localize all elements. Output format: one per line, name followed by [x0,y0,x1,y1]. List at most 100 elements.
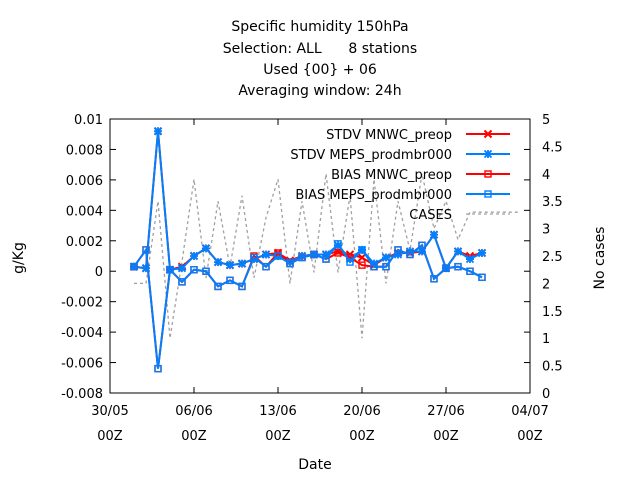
data-point-bias-meps-prodmbr000 [382,262,390,271]
data-point-stdv-meps-prodmbr000 [393,250,403,259]
y-tick-label: -0.004 [61,326,103,341]
title-line-3: Used {00} + 06 [263,62,377,78]
x-tick-label-day: 04/07 [511,404,548,419]
data-point-bias-meps-prodmbr000 [406,250,414,259]
legend-swatch-marker [484,190,492,198]
data-point-bias-meps-prodmbr000 [358,246,366,254]
legend-swatch-marker [483,149,493,159]
series-line-bias-meps-prodmbr000 [133,242,483,369]
plot-frame [109,118,531,394]
data-point-stdv-meps-prodmbr000 [381,253,391,262]
x-tick-label-hour: 00Z [517,429,543,444]
data-point-stdv-meps-prodmbr000 [189,251,199,261]
data-point-bias-meps-prodmbr000 [334,240,342,248]
y-tick-label: -0.006 [61,357,103,372]
data-point-bias-meps-prodmbr000 [346,258,354,266]
data-point-stdv-meps-prodmbr000 [153,127,163,136]
series-line-cases [134,173,518,339]
y-tick-label: -0.008 [61,387,103,402]
y-tick-label: -0.002 [61,296,103,311]
data-point-stdv-meps-prodmbr000 [429,230,439,239]
data-point-bias-meps-prodmbr000 [262,262,270,271]
data-point-bias-meps-prodmbr000 [214,282,222,291]
y2-tick-label: 5 [542,113,550,128]
data-point-bias-meps-prodmbr000 [478,273,486,282]
legend-label: STDV MEPS_prodmbr000 [290,148,452,163]
data-point-stdv-meps-prodmbr000 [201,244,211,253]
data-point-bias-meps-prodmbr000 [154,364,162,373]
y2-tick-label: 0.5 [542,360,563,375]
legend-label: CASES [409,208,452,223]
data-point-stdv-meps-prodmbr000 [453,247,463,256]
legend: STDV MNWC_preop STDV MEPS_prodmbr000 BIAS … [290,128,510,223]
x-tick-label-hour: 00Z [349,429,375,444]
data-point-bias-meps-prodmbr000 [130,262,138,271]
data-point-bias-meps-prodmbr000 [142,246,150,254]
data-point-bias-meps-prodmbr000 [166,266,174,274]
legend-label: BIAS MEPS_prodmbr000 [295,188,452,203]
data-point-bias-mnwc-preop [358,261,366,269]
y-tick-label: 0.01 [74,113,103,128]
axes-layer: -0.008 -0.006 -0.004 -0.002 0 0.002 0.004 0.006… [61,113,563,444]
x-tick-label-hour: 00Z [97,429,123,444]
y-tick-label: 0.004 [66,204,103,219]
y2-tick-label: 2.5 [542,250,563,265]
x-tick-label-hour: 00Z [433,429,459,444]
x-tick-label-day: 30/05 [91,404,128,419]
y2-tick-label: 3 [542,223,550,238]
data-point-bias-meps-prodmbr000 [202,267,210,275]
y2-tick-label: 1.5 [542,305,563,320]
legend-label: BIAS MNWC_preop [331,168,452,183]
y-tick-label: 0.002 [66,235,103,250]
x-tick-label-day: 06/06 [175,404,212,419]
data-point-stdv-meps-prodmbr000 [177,264,187,273]
chart-title: Specific humidity 150hPa Selection: ALL … [223,19,417,99]
x-tick-label-day: 27/06 [427,404,464,419]
x-tick-label-hour: 00Z [265,429,291,444]
y2-tick-label: 4.5 [542,140,563,155]
title-line-2: Selection: ALL 8 stations [223,41,417,57]
data-point-stdv-meps-prodmbr000 [237,259,247,268]
data-point-bias-meps-prodmbr000 [274,252,282,260]
y-axis-label: g/Kg [11,242,27,274]
data-point-bias-mnwc-preop [334,249,342,257]
legend-swatch-marker [484,170,492,178]
y-tick-label: 0.008 [66,143,103,158]
data-point-bias-meps-prodmbr000 [250,253,258,262]
data-point-bias-meps-prodmbr000 [466,267,474,275]
title-line-1: Specific humidity 150hPa [231,19,408,35]
data-point-stdv-meps-prodmbr000 [321,250,331,259]
data-point-stdv-meps-prodmbr000 [261,250,271,259]
data-point-bias-meps-prodmbr000 [238,282,246,291]
data-point-stdv-meps-prodmbr000 [213,257,223,267]
data-point-stdv-meps-prodmbr000 [225,260,235,270]
data-point-bias-meps-prodmbr000 [226,276,234,285]
data-point-bias-meps-prodmbr000 [418,241,426,250]
data-point-stdv-mnwc-preop [357,253,367,262]
data-point-bias-meps-prodmbr000 [394,246,402,254]
y2-tick-label: 0 [542,387,550,402]
data-point-bias-meps-prodmbr000 [310,250,318,259]
title-line-4: Averaging window: 24h [238,83,401,99]
data-point-bias-meps-prodmbr000 [298,253,306,262]
data-point-stdv-meps-prodmbr000 [285,257,295,267]
data-point-bias-meps-prodmbr000 [454,262,462,271]
data-point-stdv-meps-prodmbr000 [465,254,475,264]
data-point-stdv-meps-prodmbr000 [141,264,151,273]
x-axis-label: Date [298,457,331,473]
data-point-bias-meps-prodmbr000 [322,255,330,263]
x-tick-label-day: 20/06 [343,404,380,419]
series-layer [129,126,487,373]
data-point-bias-meps-prodmbr000 [286,259,294,268]
data-point-bias-meps-prodmbr000 [190,266,198,274]
y2-axis-label: No cases [592,227,608,290]
data-point-bias-meps-prodmbr000 [430,275,438,283]
data-point-stdv-meps-prodmbr000 [417,247,427,256]
legend-label: STDV MNWC_preop [326,128,452,143]
x-tick-label-day: 13/06 [259,404,296,419]
y-tick-label: 0 [95,265,103,280]
x-tick-label-hour: 00Z [181,429,207,444]
y2-tick-label: 2 [542,277,550,292]
data-point-bias-meps-prodmbr000 [442,264,450,272]
y-tick-label: 0.006 [66,174,103,189]
